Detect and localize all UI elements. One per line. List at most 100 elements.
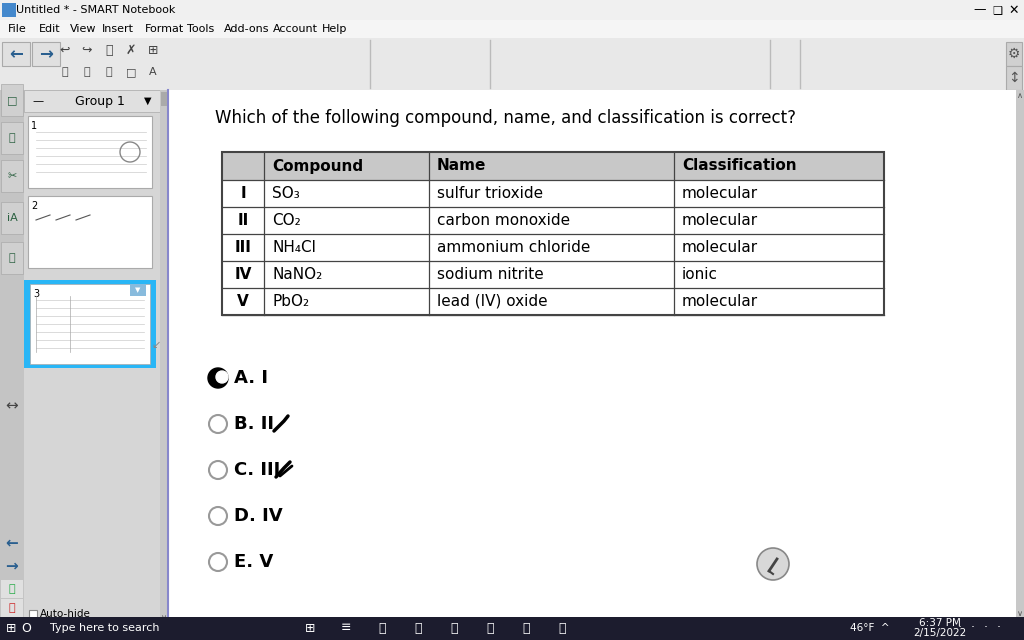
Circle shape	[216, 371, 228, 383]
Text: ←: ←	[5, 536, 18, 550]
Text: Format: Format	[144, 24, 183, 34]
Bar	[222, 207, 884, 234]
Bar	[28, 196, 152, 268]
Text: 3: 3	[33, 289, 39, 299]
Text: 📄: 📄	[8, 603, 15, 613]
Text: C. III: C. III	[234, 461, 281, 479]
Text: Group 1: Group 1	[75, 95, 125, 108]
Text: molecular: molecular	[682, 294, 758, 309]
Text: Untitled * - SMART Notebook: Untitled * - SMART Notebook	[16, 5, 175, 15]
Text: ❑: ❑	[992, 5, 1002, 15]
Text: Account: Account	[272, 24, 317, 34]
Text: SO₃: SO₃	[272, 186, 300, 201]
Text: —: —	[32, 96, 43, 106]
Text: lead (IV) oxide: lead (IV) oxide	[437, 294, 548, 309]
Text: 🌍: 🌍	[522, 621, 529, 634]
Bar	[1, 122, 23, 154]
Text: □: □	[7, 95, 17, 105]
Text: sodium nitrite: sodium nitrite	[437, 267, 544, 282]
Text: ·: ·	[958, 621, 962, 634]
Text: A: A	[150, 67, 157, 77]
Bar	[1, 242, 23, 274]
Bar	[222, 180, 884, 207]
Text: →: →	[39, 45, 53, 63]
Bar	[168, 90, 1016, 620]
Text: A. I: A. I	[234, 369, 268, 387]
Bar	[161, 92, 167, 106]
Text: Compound: Compound	[272, 159, 364, 173]
Text: ·: ·	[971, 621, 975, 634]
Text: iA: iA	[6, 213, 17, 223]
Bar	[2, 3, 16, 17]
Text: B. II: B. II	[234, 415, 274, 433]
Text: 1: 1	[31, 121, 37, 131]
Bar	[130, 284, 146, 296]
Text: ∨: ∨	[1017, 609, 1023, 618]
Text: 📄: 📄	[105, 44, 113, 56]
Text: II: II	[238, 213, 249, 228]
Circle shape	[208, 368, 228, 388]
Text: ✂: ✂	[7, 171, 16, 181]
Text: ▼: ▼	[144, 96, 152, 106]
Text: Which of the following compound, name, and classification is correct?: Which of the following compound, name, a…	[215, 109, 796, 127]
Text: Edit: Edit	[39, 24, 60, 34]
Bar	[32, 42, 60, 66]
Bar	[160, 90, 168, 620]
Text: E. V: E. V	[234, 553, 273, 571]
Bar	[30, 284, 150, 364]
Text: ≡: ≡	[341, 621, 351, 634]
Text: ionic: ionic	[682, 267, 718, 282]
Text: 🖼: 🖼	[8, 133, 15, 143]
Text: 46°F  ^: 46°F ^	[850, 623, 890, 633]
Text: ⊞: ⊞	[305, 621, 315, 634]
Bar	[0, 617, 1024, 640]
Text: ↔: ↔	[5, 399, 18, 413]
Text: NH₄Cl: NH₄Cl	[272, 240, 315, 255]
Bar	[1, 599, 23, 617]
Text: molecular: molecular	[682, 186, 758, 201]
Text: 📁: 📁	[378, 621, 386, 634]
Bar	[222, 261, 884, 288]
Text: ✕: ✕	[1009, 3, 1019, 17]
Text: D. IV: D. IV	[234, 507, 283, 525]
Text: Auto-hide: Auto-hide	[40, 609, 91, 619]
Text: ↪: ↪	[82, 44, 92, 56]
Text: 🐾: 🐾	[8, 253, 15, 263]
Text: File: File	[8, 24, 27, 34]
Text: ↩: ↩	[59, 44, 71, 56]
Bar	[0, 38, 1024, 90]
Text: Insert: Insert	[101, 24, 133, 34]
Text: 🔵: 🔵	[558, 621, 565, 634]
Text: Type here to search: Type here to search	[50, 623, 160, 633]
Text: ▼: ▼	[135, 287, 140, 293]
Text: 💾: 💾	[105, 67, 113, 77]
Bar	[0, 90, 24, 620]
Bar	[24, 90, 168, 620]
Text: Add-ons: Add-ons	[224, 24, 269, 34]
Text: 📋: 📋	[61, 67, 69, 77]
Text: ammonium chloride: ammonium chloride	[437, 240, 591, 255]
Text: ∨: ∨	[161, 614, 167, 623]
Circle shape	[757, 548, 790, 580]
Text: ⊞: ⊞	[6, 621, 16, 634]
Text: carbon monoxide: carbon monoxide	[437, 213, 570, 228]
Bar	[222, 234, 884, 261]
Bar	[1, 84, 23, 116]
Text: 2/15/2022: 2/15/2022	[913, 628, 967, 638]
Bar	[2, 42, 30, 66]
Text: 📄: 📄	[8, 584, 15, 594]
Text: —: —	[974, 3, 986, 17]
Bar	[0, 90, 168, 620]
Bar	[1016, 90, 1024, 620]
Text: O: O	[22, 621, 31, 634]
Text: molecular: molecular	[682, 213, 758, 228]
Text: NaNO₂: NaNO₂	[272, 267, 323, 282]
Bar	[222, 288, 884, 315]
Bar	[24, 280, 156, 368]
Bar	[1006, 42, 1022, 66]
Bar	[0, 0, 1024, 20]
Bar	[222, 152, 884, 180]
Bar	[0, 20, 1024, 38]
Text: 6:37 PM: 6:37 PM	[920, 618, 961, 628]
Text: III: III	[234, 240, 252, 255]
